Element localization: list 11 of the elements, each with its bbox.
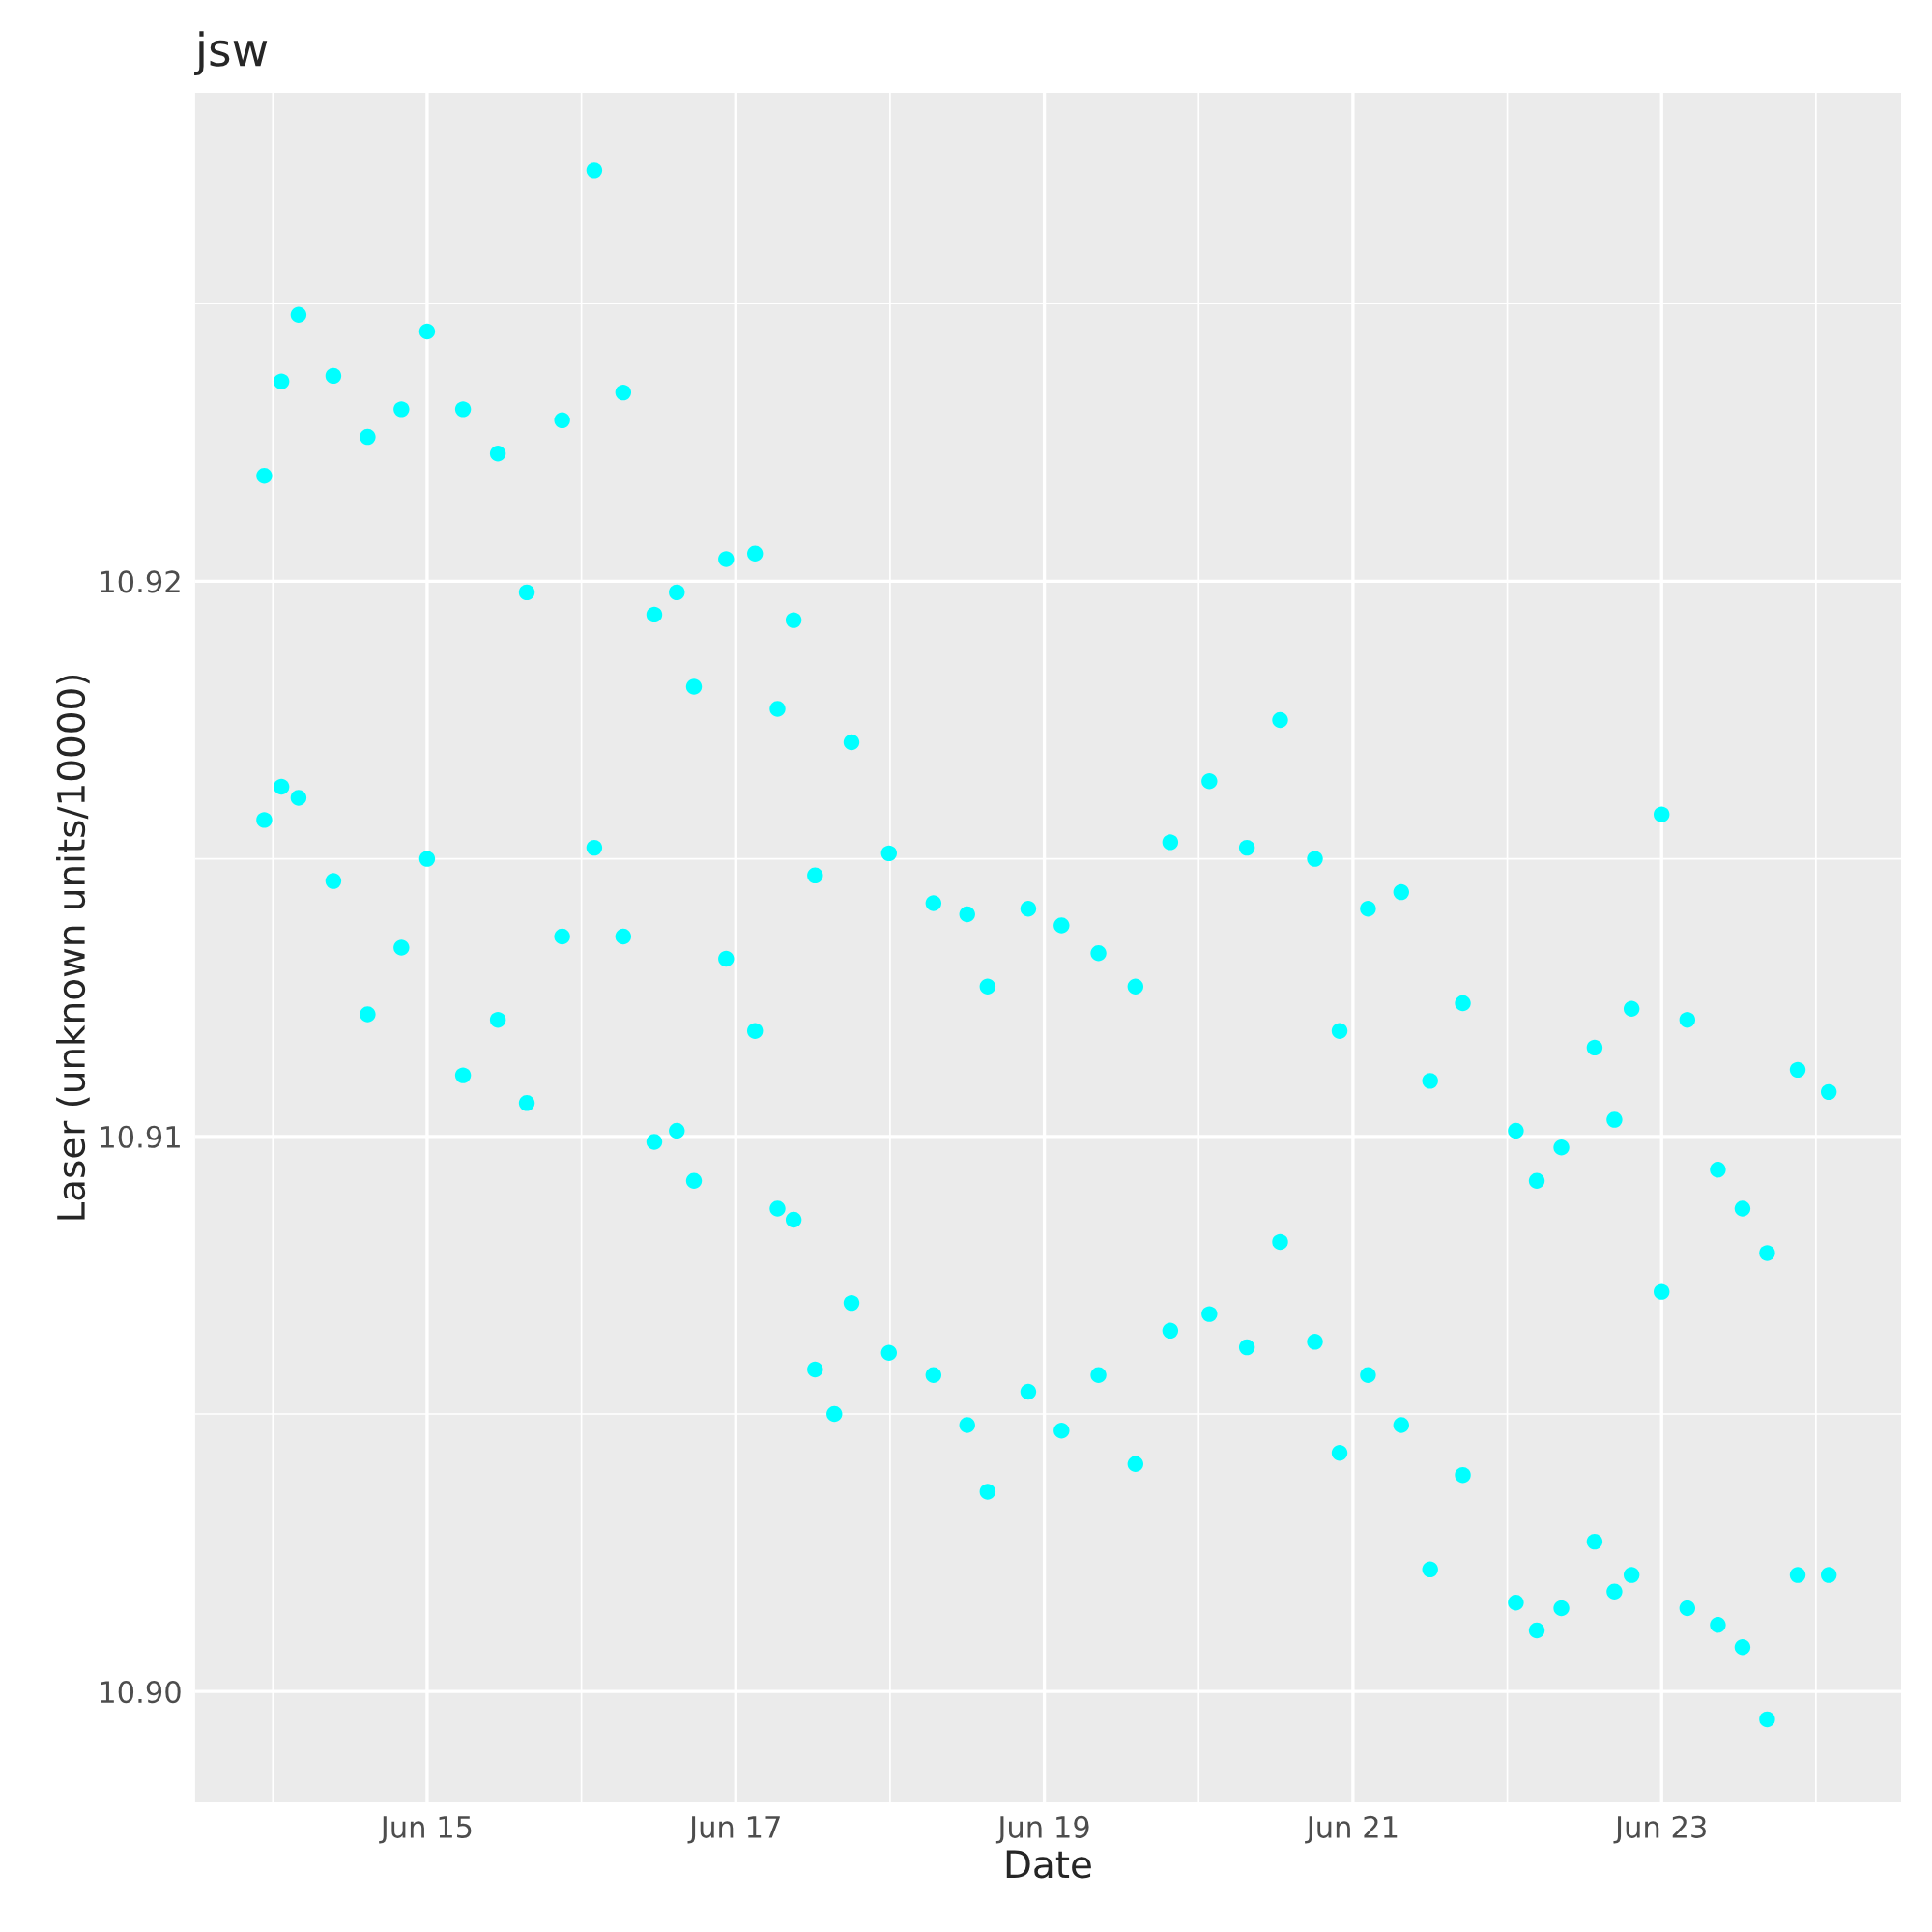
chart-title: jsw [194,31,268,75]
x-tick-label: Jun 21 [1305,1815,1398,1844]
y-tick-label: 10.92 [101,570,180,593]
y-tick-label: 10.91 [101,1125,180,1148]
x-tick-label: Jun 23 [1613,1815,1706,1844]
x-tick-label: Jun 15 [379,1816,472,1844]
y-tick-label: 10.90 [101,1681,181,1704]
x-tick-label: Jun 19 [995,1815,1089,1844]
x-tick-label: Jun 17 [687,1816,780,1844]
y-axis-title: Laser (unknown units/10000) [56,675,90,1220]
x-axis-title: Date [1006,1850,1091,1879]
